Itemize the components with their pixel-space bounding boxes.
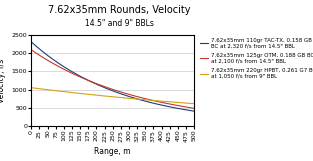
- 7.62x35mm 110gr TAC-TX, 0.158 GB
BC at 2,320 f/s from 14.5" BBL: [30, 41, 34, 43]
- 7.62x35mm 220gr HPBT, 0.261 G7 BC
at 1,050 f/s from 9" BBL: [30, 87, 34, 89]
- 7.62x35mm 125gr OTM, 0.188 GB BC
at 2,100 f/s from 14.5" BBL: [167, 103, 170, 105]
- 7.62x35mm 220gr HPBT, 0.261 G7 BC
at 1,050 f/s from 9" BBL: [29, 87, 33, 89]
- 7.62x35mm 220gr HPBT, 0.261 G7 BC
at 1,050 f/s from 9" BBL: [129, 98, 133, 99]
- 7.62x35mm 110gr TAC-TX, 0.158 GB
BC at 2,320 f/s from 14.5" BBL: [126, 95, 130, 97]
- 7.62x35mm 125gr OTM, 0.188 GB BC
at 2,100 f/s from 14.5" BBL: [29, 49, 33, 51]
- Text: 7.62x35mm Rounds, Velocity: 7.62x35mm Rounds, Velocity: [48, 5, 190, 15]
- Text: 14.5" and 9" BBLs: 14.5" and 9" BBLs: [85, 19, 153, 28]
- 7.62x35mm 110gr TAC-TX, 0.158 GB
BC at 2,320 f/s from 14.5" BBL: [126, 95, 130, 97]
- 7.62x35mm 220gr HPBT, 0.261 G7 BC
at 1,050 f/s from 9" BBL: [126, 97, 130, 99]
- 7.62x35mm 220gr HPBT, 0.261 G7 BC
at 1,050 f/s from 9" BBL: [192, 103, 196, 105]
- Line: 7.62x35mm 125gr OTM, 0.188 GB BC
at 2,100 f/s from 14.5" BBL: 7.62x35mm 125gr OTM, 0.188 GB BC at 2,10…: [31, 50, 194, 108]
- 7.62x35mm 125gr OTM, 0.188 GB BC
at 2,100 f/s from 14.5" BBL: [126, 93, 130, 95]
- Line: 7.62x35mm 110gr TAC-TX, 0.158 GB
BC at 2,320 f/s from 14.5" BBL: 7.62x35mm 110gr TAC-TX, 0.158 GB BC at 2…: [31, 42, 194, 111]
- 7.62x35mm 125gr OTM, 0.188 GB BC
at 2,100 f/s from 14.5" BBL: [126, 93, 130, 95]
- 7.62x35mm 125gr OTM, 0.188 GB BC
at 2,100 f/s from 14.5" BBL: [177, 105, 181, 107]
- 7.62x35mm 110gr TAC-TX, 0.158 GB
BC at 2,320 f/s from 14.5" BBL: [167, 106, 170, 108]
- Legend: 7.62x35mm 110gr TAC-TX, 0.158 GB
BC at 2,320 f/s from 14.5" BBL, 7.62x35mm 125gr: 7.62x35mm 110gr TAC-TX, 0.158 GB BC at 2…: [197, 35, 313, 81]
- 7.62x35mm 110gr TAC-TX, 0.158 GB
BC at 2,320 f/s from 14.5" BBL: [29, 41, 33, 43]
- 7.62x35mm 125gr OTM, 0.188 GB BC
at 2,100 f/s from 14.5" BBL: [192, 107, 196, 109]
- Line: 7.62x35mm 220gr HPBT, 0.261 G7 BC
at 1,050 f/s from 9" BBL: 7.62x35mm 220gr HPBT, 0.261 G7 BC at 1,0…: [31, 88, 194, 104]
- 7.62x35mm 110gr TAC-TX, 0.158 GB
BC at 2,320 f/s from 14.5" BBL: [177, 108, 181, 109]
- 7.62x35mm 220gr HPBT, 0.261 G7 BC
at 1,050 f/s from 9" BBL: [177, 102, 181, 104]
- 7.62x35mm 125gr OTM, 0.188 GB BC
at 2,100 f/s from 14.5" BBL: [30, 49, 34, 51]
- 7.62x35mm 125gr OTM, 0.188 GB BC
at 2,100 f/s from 14.5" BBL: [129, 94, 133, 96]
- 7.62x35mm 220gr HPBT, 0.261 G7 BC
at 1,050 f/s from 9" BBL: [126, 97, 130, 99]
- 7.62x35mm 220gr HPBT, 0.261 G7 BC
at 1,050 f/s from 9" BBL: [167, 101, 170, 103]
- X-axis label: Range, m: Range, m: [95, 147, 131, 156]
- 7.62x35mm 110gr TAC-TX, 0.158 GB
BC at 2,320 f/s from 14.5" BBL: [192, 110, 196, 112]
- 7.62x35mm 110gr TAC-TX, 0.158 GB
BC at 2,320 f/s from 14.5" BBL: [129, 96, 133, 98]
- Y-axis label: Velocity, f/s: Velocity, f/s: [0, 58, 6, 103]
